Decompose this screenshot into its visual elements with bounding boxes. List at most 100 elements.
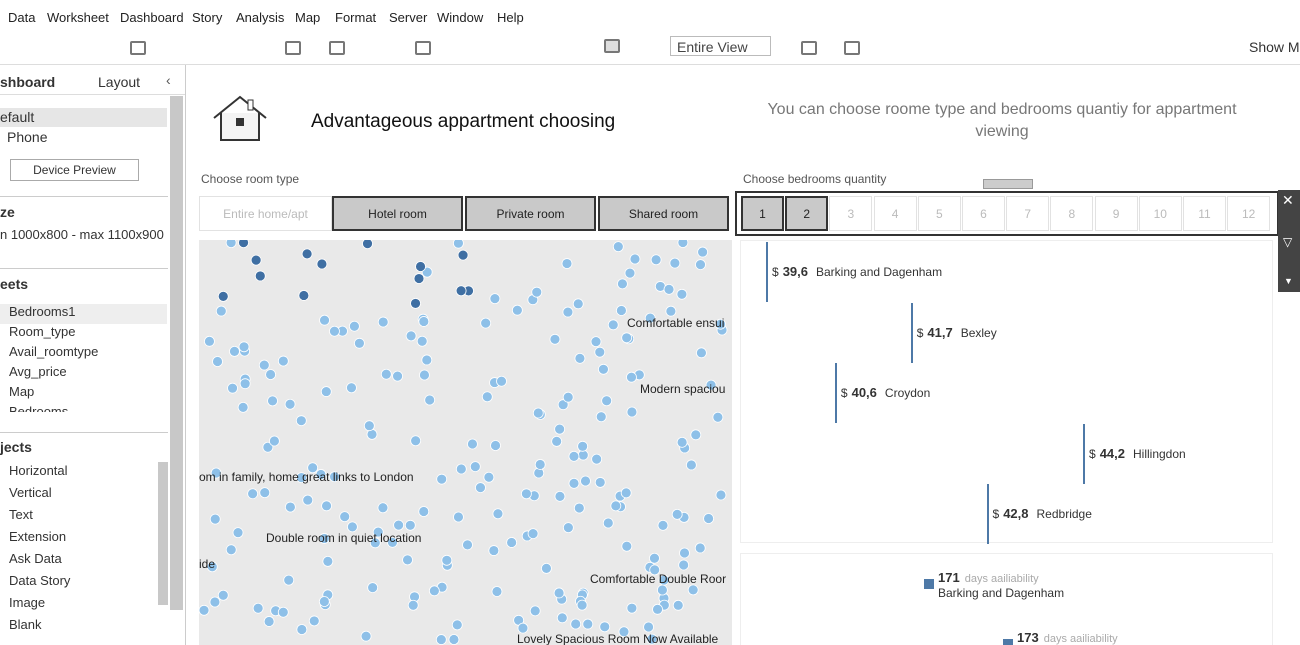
filter-option[interactable]: Entire home/apt [199,196,332,231]
map-dot[interactable] [360,630,372,642]
show-me[interactable]: Show Me [1249,39,1300,55]
map-dot[interactable] [252,602,264,614]
map-dot[interactable] [532,407,544,419]
map-dot[interactable] [521,488,532,500]
map-dot[interactable] [284,501,296,513]
map-dot[interactable] [715,489,727,501]
map-dot[interactable] [347,521,358,533]
map-dot[interactable] [377,316,389,328]
map-dot[interactable] [643,621,654,633]
map-dot[interactable] [418,506,430,517]
map-dot[interactable] [428,585,440,597]
map-dot[interactable] [362,240,373,250]
map-dot[interactable] [562,522,574,534]
map-dot[interactable] [534,459,546,470]
map-dot[interactable] [607,319,619,331]
map-dot[interactable] [595,411,607,423]
map-dot[interactable] [685,459,697,471]
map-dot[interactable] [610,500,622,512]
filter-option[interactable]: Shared room [598,196,729,231]
map-dot[interactable] [489,293,501,305]
map-dot[interactable] [204,335,215,347]
map-dot[interactable] [247,488,259,500]
filter-option[interactable]: 9 [1094,196,1138,231]
map-dot[interactable] [402,554,413,566]
object-item[interactable]: Horizontal [9,463,68,478]
map-dot[interactable] [232,527,244,539]
map-dot[interactable] [618,626,630,638]
map-dot[interactable] [574,352,586,364]
map-dot[interactable] [506,537,518,548]
map-dot[interactable] [284,398,296,410]
map-dot[interactable] [296,624,308,635]
menu-item[interactable]: Window [437,10,484,25]
chart-icon[interactable] [801,41,817,55]
map-dot[interactable] [250,254,262,266]
map-dot[interactable] [318,533,330,544]
map-dot[interactable] [467,438,478,450]
map-dot[interactable] [562,391,574,403]
map-dot[interactable] [529,605,541,617]
price-bar[interactable] [986,484,989,544]
map-dot[interactable] [556,612,568,624]
size-dropdown[interactable]: n 1000x800 - max 1100x900 [0,227,164,242]
map-dot[interactable] [436,473,448,485]
object-item[interactable]: Vertical [9,485,52,500]
map-dot[interactable] [553,587,565,599]
map-dot[interactable] [209,596,221,608]
map-dot[interactable] [217,589,229,601]
map-dot[interactable] [601,395,613,407]
map-dot[interactable] [453,240,464,249]
map-dot[interactable] [346,382,357,394]
map-dot[interactable] [367,582,379,593]
map-dot[interactable] [435,634,447,645]
map-dot[interactable] [227,382,238,394]
map-dot[interactable] [377,502,389,514]
filter-option[interactable]: 1 [741,196,784,231]
map-dot[interactable] [369,537,381,549]
map-dot[interactable] [626,406,638,418]
map-dot[interactable] [549,333,561,345]
menu-item[interactable]: Data [8,10,36,25]
map-dot[interactable] [649,552,660,564]
map-dot[interactable] [405,330,417,342]
filter-option[interactable]: 3 [829,196,873,231]
map-dot[interactable] [677,240,689,248]
map-dot[interactable] [541,562,552,574]
filter-option[interactable]: 7 [1006,196,1050,231]
map-dot[interactable] [448,634,460,645]
map-dot[interactable] [277,355,289,367]
map-dot[interactable] [480,317,492,329]
map-dot[interactable] [676,436,688,448]
object-item[interactable]: Ask Data [9,551,62,566]
map-dot[interactable] [354,337,365,349]
map-dot[interactable] [319,314,330,326]
map-dot[interactable] [690,429,702,441]
close-icon[interactable]: ✕ [1282,192,1294,208]
map-dot[interactable] [554,423,566,435]
filter-option[interactable]: 8 [1050,196,1094,231]
save-icon[interactable] [130,41,146,55]
map-dot[interactable] [568,477,580,489]
map-dot[interactable] [404,519,416,531]
map-dot[interactable] [277,606,289,618]
map-dot[interactable] [455,285,467,297]
map-dot[interactable] [599,621,611,633]
map-dot[interactable] [672,599,684,611]
map-dot[interactable] [215,305,227,317]
filter-option[interactable]: 10 [1138,196,1182,231]
map-dot[interactable] [421,354,433,366]
map-dot[interactable] [296,472,307,484]
filter-option[interactable]: Private room [465,196,596,231]
map-dot[interactable] [488,545,500,556]
map-dot[interactable] [262,441,274,453]
map-dot[interactable] [663,283,675,295]
filter-option[interactable]: 6 [962,196,1005,231]
map-dot[interactable] [594,346,606,358]
map-dot[interactable] [238,240,249,249]
map-dot[interactable] [573,502,585,514]
scrollbar[interactable] [158,462,168,605]
map-dot[interactable] [301,248,313,260]
map-dot[interactable] [225,240,237,249]
map-dot[interactable] [316,258,328,270]
